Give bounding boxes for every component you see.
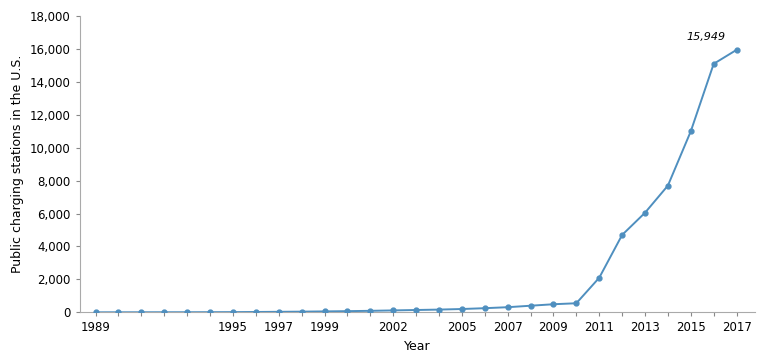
Text: 15,949: 15,949 [686, 32, 725, 41]
Y-axis label: Public charging stations in the U.S.: Public charging stations in the U.S. [11, 55, 24, 273]
X-axis label: Year: Year [404, 340, 430, 353]
